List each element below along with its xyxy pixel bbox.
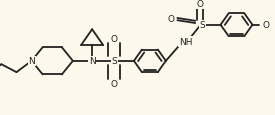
Text: S: S [111,57,117,66]
Text: O: O [111,34,118,43]
Text: N: N [89,57,95,66]
Text: O: O [111,79,118,88]
Text: N: N [28,57,35,66]
Text: NH: NH [179,38,192,47]
Text: S: S [199,21,205,30]
Text: O: O [167,15,174,24]
Text: O: O [196,0,204,9]
Text: O: O [262,21,269,30]
